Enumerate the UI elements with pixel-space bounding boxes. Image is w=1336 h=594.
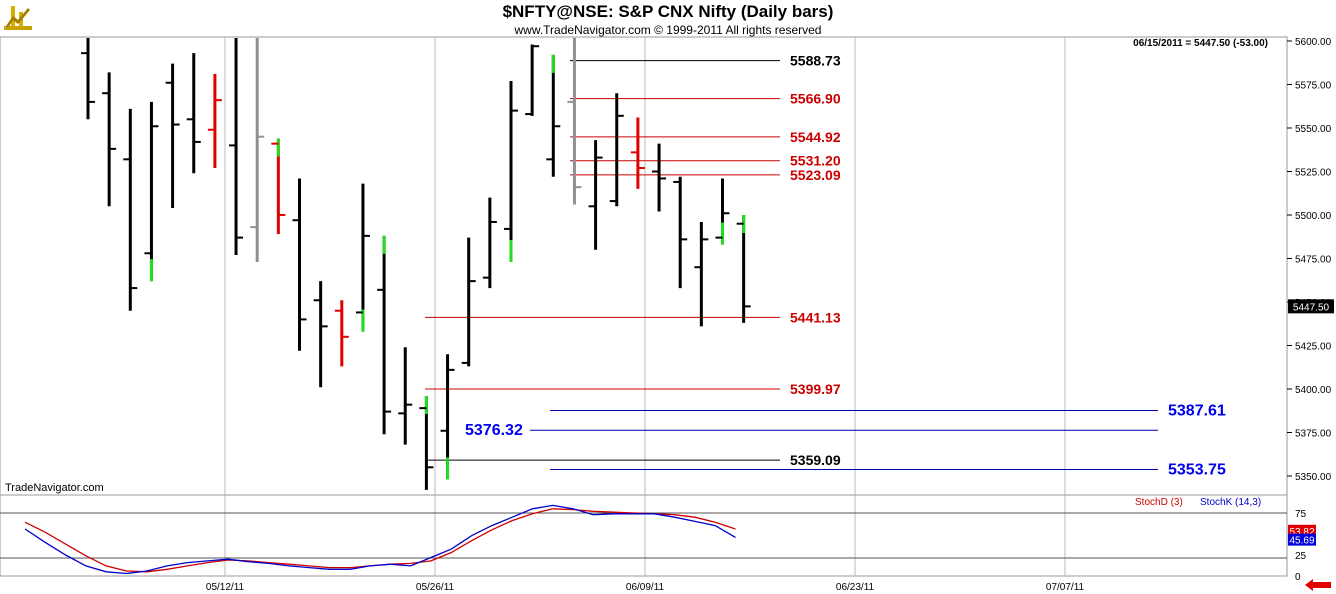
level-label: 5531.20: [790, 153, 841, 169]
y-tick-label: 5500.00: [1295, 211, 1332, 222]
y-tick-label: 5375.00: [1295, 429, 1332, 440]
stoch-lines: [24, 504, 736, 575]
y-tick-label: 5575.00: [1295, 81, 1332, 92]
x-axis: 05/12/11 05/26/11 06/09/11 06/23/11 07/07/11: [206, 582, 1085, 593]
level-label: 5359.09: [790, 452, 841, 468]
legend-stochk: StochK (14,3): [1200, 497, 1261, 508]
scroll-right-arrow-icon[interactable]: [1303, 578, 1333, 592]
watermark-text: TradeNavigator.com: [5, 482, 104, 494]
y-tick-label: 5400.00: [1295, 385, 1332, 396]
legend-stochd: StochD (3): [1135, 497, 1183, 508]
stoch-y-tick-label: 0: [1295, 572, 1301, 583]
x-tick-label: 06/09/11: [626, 582, 665, 593]
stochd-value-label: 53.82: [1289, 527, 1314, 538]
x-tick-label: 05/26/11: [416, 582, 455, 593]
stoch-series-line: [24, 504, 736, 575]
price-y-axis: 5600.00 5575.00 5550.00 5525.00 5500.00 5475.…: [1287, 37, 1334, 483]
x-tick-label: 05/12/11: [206, 582, 245, 593]
y-tick-label: 5350.00: [1295, 472, 1332, 483]
level-label: 5387.61: [1168, 403, 1226, 420]
level-label: 5544.92: [790, 129, 841, 145]
level-label: 5588.73: [790, 53, 841, 69]
x-tick-label: 07/07/11: [1046, 582, 1085, 593]
stochk-value-box: [1288, 533, 1316, 546]
stoch-vertical-gridlines: [224, 495, 1066, 576]
stochk-value-label: 45.69: [1289, 536, 1314, 547]
copyright-text: www.TradeNavigator.com © 1999-2011 All r…: [514, 23, 822, 37]
level-label: 5399.97: [790, 381, 841, 397]
vertical-gridlines: [224, 37, 1066, 495]
last-price-box: [1288, 299, 1334, 314]
level-label: 5376.32: [465, 422, 523, 439]
level-label: 5353.75: [1168, 461, 1226, 478]
y-tick-label: 5425.00: [1295, 342, 1332, 353]
stoch-y-tick-label: 75: [1295, 509, 1307, 520]
y-tick-label: 5525.00: [1295, 168, 1332, 179]
y-tick-label: 5600.00: [1295, 37, 1332, 48]
stoch-plot-area: [0, 494, 1288, 577]
level-label: 5523.09: [790, 167, 841, 183]
y-tick-label: 5475.00: [1295, 255, 1332, 266]
y-tick-label: 5550.00: [1295, 124, 1332, 135]
level-label: 5566.90: [790, 91, 841, 107]
level-label: 5441.13: [790, 309, 841, 325]
x-tick-label: 06/23/11: [836, 582, 875, 593]
ohlc-bars: [81, 38, 751, 490]
stoch-y-tick-label: 25: [1295, 551, 1307, 562]
trade-navigator-logo-icon[interactable]: [2, 2, 34, 32]
last-quote-text: 06/15/2011 = 5447.50 (-53.00): [1133, 38, 1268, 49]
last-price-label: 5447.50: [1293, 302, 1330, 313]
chart-title: $NFTY@NSE: S&P CNX Nifty (Daily bars): [502, 2, 834, 21]
